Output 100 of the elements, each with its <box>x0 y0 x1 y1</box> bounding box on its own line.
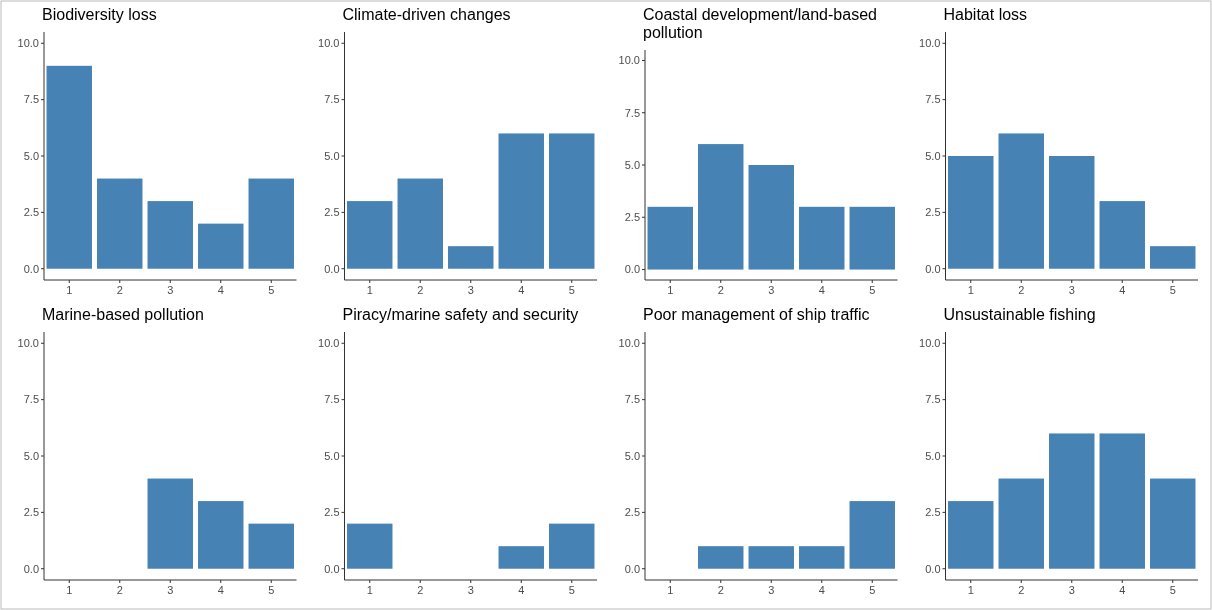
y-tick-label: 2.5 <box>925 206 941 219</box>
y-tick-label: 5.0 <box>624 449 640 462</box>
bar <box>948 156 994 269</box>
x-tick-label: 1 <box>66 584 73 596</box>
x-tick-label: 2 <box>717 584 724 596</box>
x-tick-label: 3 <box>1068 284 1075 296</box>
x-tick-label: 5 <box>1169 584 1176 596</box>
y-tick-label: 0.0 <box>925 562 941 575</box>
y-tick-label: 5.0 <box>23 149 39 162</box>
x-tick-label: 1 <box>667 284 674 296</box>
x-tick-label: 3 <box>467 584 474 596</box>
bar <box>748 165 794 270</box>
x-tick-label: 1 <box>967 284 974 296</box>
bar <box>948 501 994 569</box>
x-tick-label: 5 <box>268 584 275 596</box>
y-tick-label: 7.5 <box>624 393 640 406</box>
y-tick-label: 7.5 <box>925 93 941 106</box>
x-tick-label: 5 <box>869 584 876 596</box>
x-tick-label: 3 <box>167 584 174 596</box>
bar <box>46 65 92 269</box>
x-tick-label: 1 <box>366 584 373 596</box>
x-tick-label: 1 <box>667 584 674 596</box>
y-tick-label: 10.0 <box>618 54 640 67</box>
y-tick-label: 10.0 <box>919 337 941 350</box>
x-tick-label: 2 <box>116 284 123 296</box>
x-tick-label: 1 <box>967 584 974 596</box>
y-tick-label: 10.0 <box>17 337 39 350</box>
x-tick-label: 2 <box>116 584 123 596</box>
y-tick-label: 0.0 <box>324 562 340 575</box>
bar <box>799 206 845 270</box>
y-tick-label: 2.5 <box>624 211 640 224</box>
bar <box>198 501 244 569</box>
x-tick-label: 5 <box>1169 284 1176 296</box>
bar <box>347 201 393 269</box>
x-tick-label: 5 <box>568 284 575 296</box>
bar <box>448 246 494 269</box>
y-tick-label: 7.5 <box>324 93 340 106</box>
y-tick-label: 0.0 <box>23 562 39 575</box>
x-tick-label: 2 <box>1018 584 1025 596</box>
y-tick-label: 2.5 <box>324 506 340 519</box>
x-tick-label: 5 <box>869 284 876 296</box>
x-tick-label: 4 <box>818 284 825 296</box>
y-tick-label: 5.0 <box>925 149 941 162</box>
y-tick-label: 7.5 <box>324 393 340 406</box>
bar <box>1099 433 1145 569</box>
y-tick-label: 5.0 <box>324 149 340 162</box>
bar <box>147 478 193 569</box>
chart-title: Poor management of ship traffic <box>643 306 870 323</box>
bar <box>998 133 1044 269</box>
x-tick-label: 5 <box>268 284 275 296</box>
x-tick-label: 1 <box>366 284 373 296</box>
bar <box>1099 201 1145 269</box>
bar <box>248 523 294 569</box>
y-tick-label: 7.5 <box>925 393 941 406</box>
y-tick-label: 2.5 <box>23 206 39 219</box>
chart-title: Habitat loss <box>943 6 1028 23</box>
chart-title: Piracy/marine safety and security <box>342 306 579 323</box>
x-tick-label: 3 <box>467 284 474 296</box>
x-tick-label: 2 <box>1018 284 1025 296</box>
bar <box>698 144 744 270</box>
x-tick-label: 5 <box>568 584 575 596</box>
chart-title: Coastal development/land-based pollution <box>643 6 877 41</box>
y-tick-label: 5.0 <box>23 449 39 462</box>
y-tick-label: 10.0 <box>318 337 340 350</box>
x-tick-label: 4 <box>1119 284 1126 296</box>
y-tick-label: 2.5 <box>925 506 941 519</box>
x-tick-label: 3 <box>1068 584 1075 596</box>
y-tick-label: 7.5 <box>23 393 39 406</box>
x-tick-label: 2 <box>717 284 724 296</box>
bar <box>1150 478 1196 569</box>
x-tick-label: 4 <box>1119 584 1126 596</box>
x-tick-label: 4 <box>518 284 525 296</box>
bar <box>147 201 193 269</box>
x-tick-label: 4 <box>217 284 224 296</box>
x-tick-label: 3 <box>167 284 174 296</box>
y-tick-label: 10.0 <box>919 37 941 50</box>
y-tick-label: 5.0 <box>624 158 640 171</box>
bar <box>849 206 895 270</box>
y-tick-label: 7.5 <box>23 93 39 106</box>
x-tick-label: 4 <box>217 584 224 596</box>
bar <box>1049 156 1095 269</box>
y-tick-label: 7.5 <box>624 106 640 119</box>
bar <box>1049 433 1095 569</box>
y-tick-label: 2.5 <box>624 506 640 519</box>
x-tick-label: 3 <box>768 284 775 296</box>
bar <box>198 223 244 269</box>
bar <box>1150 246 1196 269</box>
x-tick-label: 3 <box>768 584 775 596</box>
y-tick-label: 0.0 <box>324 262 340 275</box>
bar <box>647 206 693 270</box>
bar <box>549 133 595 269</box>
bar <box>397 178 443 269</box>
x-tick-label: 2 <box>417 584 424 596</box>
x-tick-label: 4 <box>518 584 525 596</box>
bar <box>248 178 294 269</box>
chart-title: Unsustainable fishing <box>943 306 1096 323</box>
bar <box>998 478 1044 569</box>
y-tick-label: 2.5 <box>23 506 39 519</box>
bar <box>498 133 544 269</box>
y-tick-label: 0.0 <box>925 262 941 275</box>
